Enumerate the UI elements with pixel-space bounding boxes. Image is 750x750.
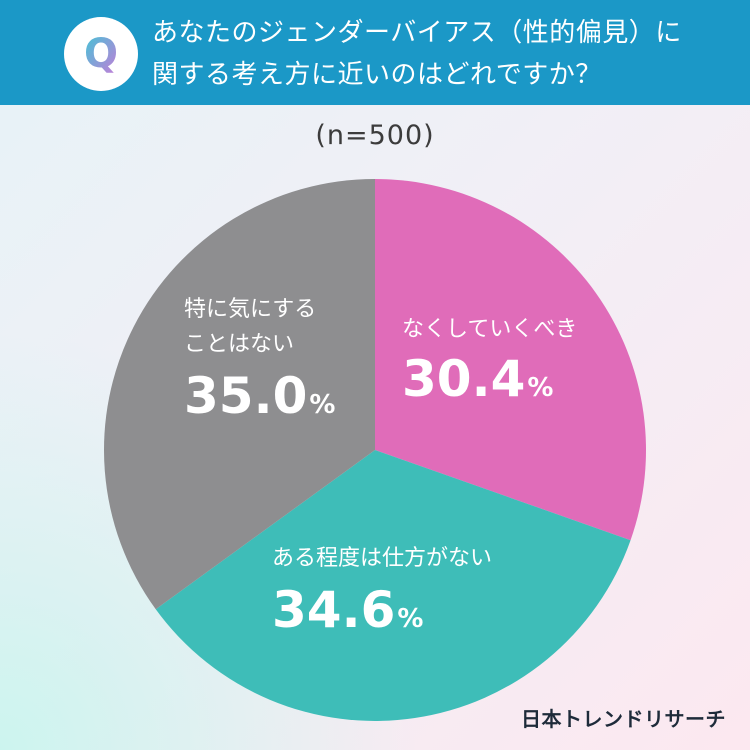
- pie-slice-3: [104, 179, 375, 610]
- slice-label-3-line-2: ことはない: [184, 332, 294, 357]
- question-text: あなたのジェンダーバイアス（性的偏見）に 関する考え方に近いのはどれですか？: [152, 12, 732, 96]
- q-letter-icon: Q: [84, 31, 118, 77]
- slice-value-3: 35.0%: [184, 367, 335, 425]
- slice-value-2: 34.6%: [272, 581, 423, 639]
- question-header: Q あなたのジェンダーバイアス（性的偏見）に 関する考え方に近いのはどれですか？: [0, 0, 750, 105]
- slice-label-3-line-1: 特に気にする: [184, 297, 316, 322]
- pie-slice-1: [375, 179, 646, 541]
- slice-label-1-line-1: なくしていくべき: [402, 317, 577, 342]
- brand-logo: 日本トレンドリサーチ: [521, 707, 726, 731]
- question-line-2: 関する考え方に近いのはどれですか？: [152, 60, 602, 90]
- q-letter: Q: [84, 31, 118, 77]
- sample-size-label: (n=500): [315, 120, 435, 151]
- question-line-1: あなたのジェンダーバイアス（性的偏見）に: [152, 18, 682, 48]
- slice-value-1: 30.4%: [402, 350, 553, 408]
- pie-slice-2: [155, 450, 631, 721]
- slice-label-2-line-1: ある程度は仕方がない: [272, 546, 492, 571]
- q-badge: Q: [64, 17, 138, 91]
